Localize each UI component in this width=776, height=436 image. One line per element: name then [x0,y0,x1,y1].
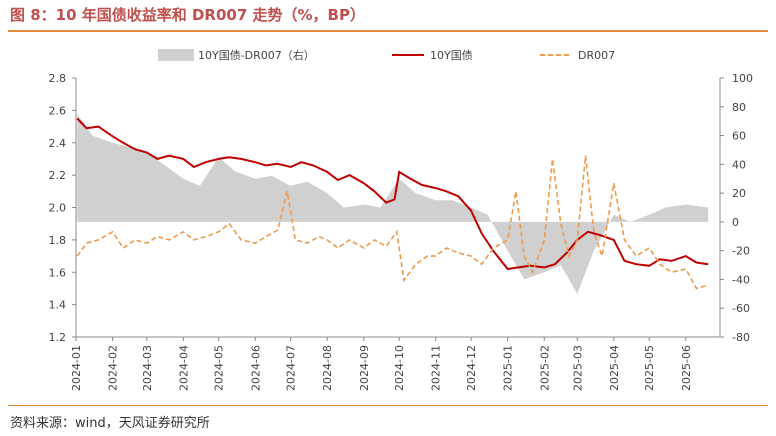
right-tick-label: 100 [732,72,753,85]
x-tick-label: 2024-07 [285,345,298,391]
left-tick-label: 1.8 [49,234,67,247]
x-tick-label: 2025-02 [538,345,551,391]
x-tick-label: 2024-05 [213,345,226,391]
right-tick-label: 20 [732,187,746,200]
legend-label-dr007: DR007 [578,49,615,62]
left-tick-label: 1.6 [49,266,67,279]
left-tick-label: 2.0 [49,202,67,215]
x-tick-label: 2024-12 [465,345,478,391]
plot-area [76,114,709,294]
x-tick-label: 2025-03 [571,345,584,391]
left-tick-label: 1.2 [49,331,67,344]
axes: 1.2 1.4 1.6 1.8 2.0 2.2 2.4 2.6 2.8 -80 -60 -40 -20 0… [49,72,754,391]
x-tick-label: 2025-05 [643,345,656,391]
x-tick-label: 2024-10 [393,345,406,391]
title-rule [8,30,768,32]
right-tick-label: 80 [732,101,746,114]
legend-label-yield: 10Y国债 [430,48,473,62]
right-tick-label: 0 [732,216,739,229]
left-tick-label: 2.2 [49,169,67,182]
right-tick-label: -60 [732,302,750,315]
x-tick-label: 2024-11 [430,345,443,391]
legend-label-spread: 10Y国债-DR007（右） [198,48,315,62]
x-tick-label: 2025-01 [502,345,515,391]
x-tick-label: 2025-04 [608,345,621,391]
right-tick-label: -40 [732,273,750,286]
left-tick-label: 2.6 [49,104,67,117]
x-tick-label: 2024-02 [107,345,120,391]
chart: 10Y国债-DR007（右） 10Y国债 DR007 1.2 1.4 1.6 1.8 2… [49,48,754,391]
right-tick-label: 60 [732,130,746,143]
left-tick-label: 2.8 [49,72,67,85]
figure-title: 图 8：10 年国债收益率和 DR007 走势（%，BP） [10,6,365,24]
footer-rule [8,405,768,406]
right-tick-label: 40 [732,158,746,171]
x-tick-label: 2024-01 [70,345,83,391]
left-tick-label: 1.4 [49,299,67,312]
legend: 10Y国债-DR007（右） 10Y国债 DR007 [158,48,615,62]
right-tick-label: -80 [732,331,750,344]
series-dr007-line [76,155,709,290]
source-note: 资料来源：wind，天风证券研究所 [10,416,210,431]
legend-swatch-spread [158,49,194,61]
x-tick-label: 2024-03 [141,345,154,391]
series-yield-line [76,117,709,271]
series-spread-area [77,114,709,294]
x-tick-label: 2024-09 [358,345,371,391]
left-tick-label: 2.4 [49,137,67,150]
x-tick-label: 2024-04 [177,345,190,391]
x-tick-label: 2025-06 [680,345,693,391]
x-tick-label: 2024-08 [321,345,334,391]
x-tick-label: 2024-06 [249,345,262,391]
right-tick-label: -20 [732,245,750,258]
